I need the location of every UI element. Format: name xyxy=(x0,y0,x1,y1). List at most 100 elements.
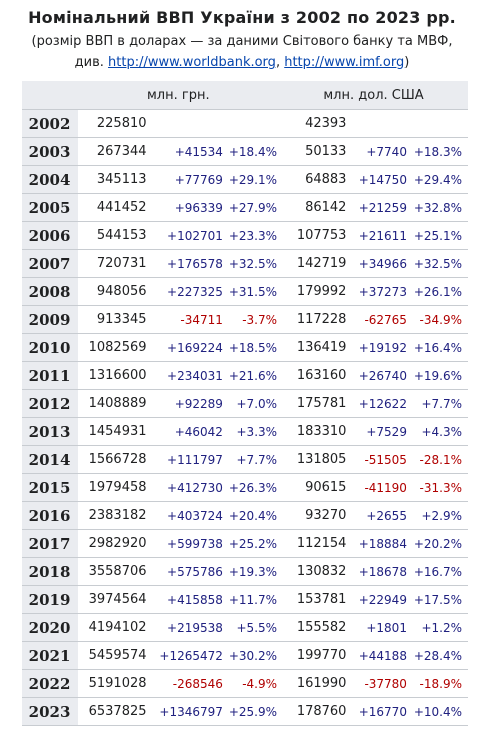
usd-change-cell: +44188 xyxy=(348,641,407,670)
year-cell: 2013 xyxy=(22,417,79,446)
uah-percent-cell: +31.5% xyxy=(222,277,280,306)
uah-change-cell: +415858 xyxy=(148,585,223,614)
year-cell: 2017 xyxy=(22,529,79,558)
table-body: 2002 225810 42393 2003 267344 +41534 +18.4% 501… xyxy=(22,109,468,726)
uah-change-cell: +412730 xyxy=(148,473,223,502)
uah-percent-cell: +29.1% xyxy=(222,165,280,194)
usd-cell: 153781 xyxy=(279,585,349,614)
uah-change-cell: +41534 xyxy=(148,137,223,166)
uah-change-cell: +77769 xyxy=(148,165,223,194)
year-cell: 2005 xyxy=(22,193,79,222)
usd-change-cell xyxy=(348,109,407,138)
table-header-row: млн. грн. млн. дол. США xyxy=(22,81,468,110)
uah-percent-cell: -4.9% xyxy=(222,669,280,698)
usd-percent-cell: +32.5% xyxy=(406,249,468,278)
uah-cell: 2383182 xyxy=(77,501,149,530)
usd-cell: 107753 xyxy=(279,221,349,250)
uah-percent-cell: +30.2% xyxy=(222,641,280,670)
usd-change-cell: +21611 xyxy=(348,221,407,250)
uah-cell: 225810 xyxy=(77,109,149,138)
usd-percent-cell: +4.3% xyxy=(406,417,468,446)
uah-percent-cell: +21.6% xyxy=(222,361,280,390)
uah-cell: 267344 xyxy=(77,137,149,166)
usd-change-cell: +18678 xyxy=(348,557,407,586)
gdp-table: млн. грн. млн. дол. США 2002 225810 42393 2… xyxy=(22,81,468,726)
usd-change-cell: +18884 xyxy=(348,529,407,558)
uah-change-cell: -268546 xyxy=(148,669,223,698)
year-cell: 2007 xyxy=(22,249,79,278)
uah-change-cell xyxy=(148,109,223,138)
table-row: 2022 5191028 -268546 -4.9% 161990 -37780 -18.9… xyxy=(22,669,468,698)
page-subtitle: (розмір ВВП в доларах — за даними Світов… xyxy=(0,31,484,73)
page-title: Номінальний ВВП України з 2002 по 2023 р… xyxy=(28,8,456,27)
uah-cell: 1316600 xyxy=(77,361,149,390)
table-row: 2014 1566728 +111797 +7.7% 131805 -51505 -28.1… xyxy=(22,445,468,474)
usd-cell: 42393 xyxy=(279,109,349,138)
uah-percent-cell: +7.7% xyxy=(222,445,280,474)
uah-percent-cell: +3.3% xyxy=(222,417,280,446)
usd-change-cell: +26740 xyxy=(348,361,407,390)
usd-change-cell: +19192 xyxy=(348,333,407,362)
year-cell: 2003 xyxy=(22,137,79,166)
uah-percent-cell: +18.4% xyxy=(222,137,280,166)
uah-cell: 3974564 xyxy=(77,585,149,614)
year-cell: 2002 xyxy=(22,109,79,138)
uah-change-cell: +234031 xyxy=(148,361,223,390)
year-cell: 2014 xyxy=(22,445,79,474)
usd-change-cell: -41190 xyxy=(348,473,407,502)
usd-percent-cell: +1.2% xyxy=(406,613,468,642)
usd-cell: 93270 xyxy=(279,501,349,530)
table-row: 2020 4194102 +219538 +5.5% 155582 +1801 +1.2% xyxy=(22,613,468,642)
table-row: 2010 1082569 +169224 +18.5% 136419 +19192 +16.… xyxy=(22,333,468,362)
table-caption: Номінальний ВВП України з 2002 по 2023 р… xyxy=(0,0,484,73)
uah-cell: 1979458 xyxy=(77,473,149,502)
year-cell: 2004 xyxy=(22,165,79,194)
table-row: 2011 1316600 +234031 +21.6% 163160 +26740 +19.… xyxy=(22,361,468,390)
subtitle-suffix: ) xyxy=(404,55,410,70)
usd-percent-cell: +26.1% xyxy=(406,277,468,306)
table-row: 2013 1454931 +46042 +3.3% 183310 +7529 +4.3% xyxy=(22,417,468,446)
imf-link[interactable]: http://www.imf.org xyxy=(284,55,405,70)
usd-percent-cell: -34.9% xyxy=(406,305,468,334)
usd-change-cell: +34966 xyxy=(348,249,407,278)
table-row: 2018 3558706 +575786 +19.3% 130832 +18678 +16.… xyxy=(22,557,468,586)
uah-percent-cell: +18.5% xyxy=(222,333,280,362)
worldbank-link[interactable]: http://www.worldbank.org xyxy=(108,55,276,70)
uah-cell: 1082569 xyxy=(77,333,149,362)
uah-percent-cell: +25.9% xyxy=(222,697,280,726)
usd-percent-cell: +25.1% xyxy=(406,221,468,250)
table-row: 2021 5459574 +1265472 +30.2% 199770 +44188 +28… xyxy=(22,641,468,670)
year-cell: 2019 xyxy=(22,585,79,614)
uah-percent-cell: +19.3% xyxy=(222,557,280,586)
usd-cell: 130832 xyxy=(279,557,349,586)
usd-change-cell: +21259 xyxy=(348,193,407,222)
usd-change-cell: -62765 xyxy=(348,305,407,334)
uah-cell: 3558706 xyxy=(77,557,149,586)
usd-percent-cell: +28.4% xyxy=(406,641,468,670)
table-row: 2023 6537825 +1346797 +25.9% 178760 +16770 +10… xyxy=(22,697,468,726)
uah-percent-cell: +27.9% xyxy=(222,193,280,222)
uah-percent-cell: +11.7% xyxy=(222,585,280,614)
usd-percent-cell: +2.9% xyxy=(406,501,468,530)
uah-change-cell: +1346797 xyxy=(148,697,223,726)
uah-cell: 2982920 xyxy=(77,529,149,558)
year-cell: 2012 xyxy=(22,389,79,418)
usd-change-cell: +16770 xyxy=(348,697,407,726)
usd-percent-cell: +7.7% xyxy=(406,389,468,418)
uah-cell: 5191028 xyxy=(77,669,149,698)
usd-percent-cell: +29.4% xyxy=(406,165,468,194)
usd-percent-cell: -31.3% xyxy=(406,473,468,502)
uah-change-cell: +219538 xyxy=(148,613,223,642)
uah-change-cell: +111797 xyxy=(148,445,223,474)
table-row: 2005 441452 +96339 +27.9% 86142 +21259 +32.8% xyxy=(22,193,468,222)
usd-change-cell: +14750 xyxy=(348,165,407,194)
usd-cell: 175781 xyxy=(279,389,349,418)
usd-change-cell: +2655 xyxy=(348,501,407,530)
year-cell: 2018 xyxy=(22,557,79,586)
link-separator: , xyxy=(275,55,281,70)
usd-cell: 64883 xyxy=(279,165,349,194)
uah-cell: 441452 xyxy=(77,193,149,222)
header-usd: млн. дол. США xyxy=(279,81,468,110)
year-cell: 2010 xyxy=(22,333,79,362)
usd-cell: 163160 xyxy=(279,361,349,390)
